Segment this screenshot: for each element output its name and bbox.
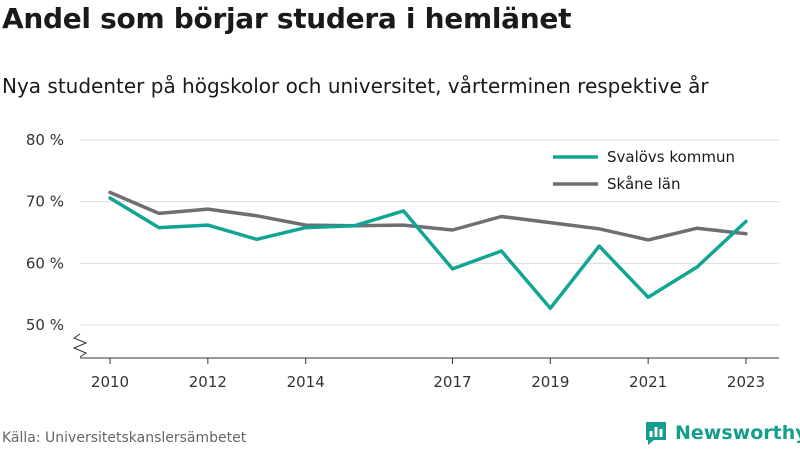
x-tick-label: 2017 (433, 373, 471, 391)
legend-label: Skåne län (607, 175, 681, 193)
y-tick-label: 60 % (26, 254, 64, 272)
newsworthy-logo-icon (646, 422, 666, 445)
x-tick-label: 2014 (287, 373, 325, 391)
source-note: Källa: Universitetskanslersämbetet (2, 430, 247, 446)
series-line-svalov (108, 196, 748, 311)
x-tick-label: 2012 (189, 373, 227, 391)
brand-logo: Newsworthy (644, 420, 800, 446)
brand-name: Newsworthy (675, 422, 800, 444)
x-tick-label: 2023 (727, 373, 765, 391)
axis-break-icon (72, 333, 88, 358)
y-tick-label: 70 % (26, 193, 64, 211)
series-line-skane (108, 190, 748, 242)
chart-title: Andel som börjar studera i hemlänet (2, 2, 572, 35)
legend-label: Svalövs kommun (607, 148, 735, 166)
y-tick-label: 50 % (26, 316, 64, 334)
chart-subtitle: Nya studenter på högskolor och universit… (2, 74, 709, 98)
line-chart: 50 % 60 % 70 % 80 % 2010 2012 2014 2017 2019 2021… (26, 131, 779, 391)
x-tick-label: 2019 (531, 373, 569, 391)
x-tick-label: 2010 (91, 373, 129, 391)
x-tick-label: 2021 (629, 373, 667, 391)
y-tick-label: 80 % (26, 131, 64, 149)
